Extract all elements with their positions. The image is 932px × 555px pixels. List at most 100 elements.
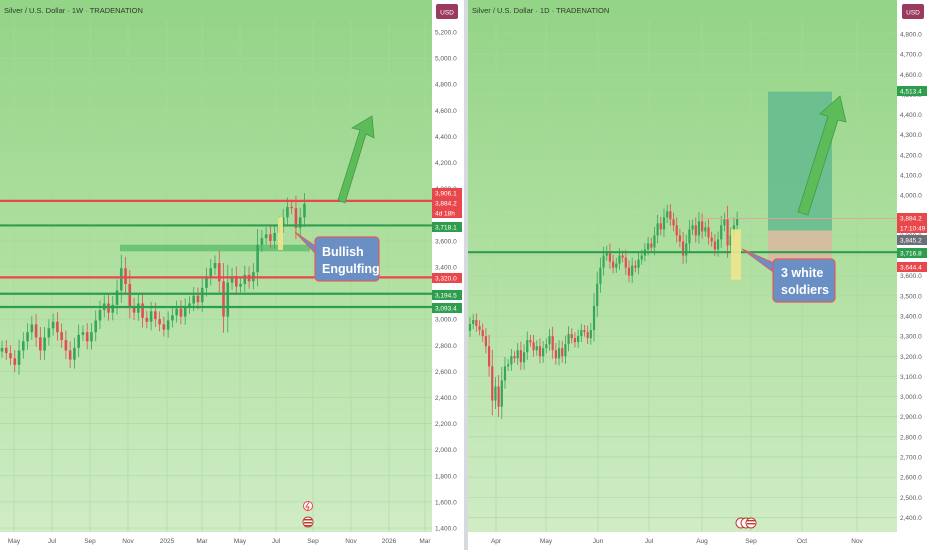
engulfing-highlight — [278, 217, 283, 250]
x-tick-label: Jun — [593, 538, 604, 545]
candle-body — [494, 386, 497, 401]
candle-body — [691, 225, 694, 230]
candle-body — [522, 352, 526, 363]
left-currency-button[interactable]: USD — [436, 4, 458, 19]
candle-body — [612, 261, 615, 268]
price-badge — [897, 248, 927, 258]
right-currency-button[interactable]: USD — [902, 4, 924, 19]
x-tick-label: May — [8, 538, 21, 545]
candle-body — [726, 219, 729, 246]
callout-line-1: Bullish — [322, 245, 364, 259]
candle-body — [548, 336, 551, 345]
candle-body — [519, 350, 522, 363]
price-badge — [432, 208, 462, 218]
candle-body — [213, 263, 217, 269]
candle-body — [115, 290, 119, 305]
y-tick-label: 3,400.0 — [900, 313, 922, 320]
candle-body — [577, 336, 580, 343]
candle-body — [697, 221, 701, 236]
candle-body — [503, 366, 507, 381]
candle-body — [678, 235, 681, 242]
candle-body — [513, 356, 516, 359]
candle-body — [729, 235, 732, 246]
x-tick-label: Mar — [196, 538, 208, 545]
candle-body — [484, 336, 487, 347]
candle-body — [646, 243, 650, 250]
x-tick-label: May — [234, 538, 247, 545]
candle-body — [34, 324, 38, 338]
candle-body — [222, 281, 225, 317]
price-badge-label: 3,718.1 — [435, 225, 457, 232]
candle-body — [510, 356, 513, 365]
y-tick-label: 4,200.0 — [435, 160, 457, 167]
candle-body — [60, 332, 63, 341]
candle-body — [132, 306, 136, 313]
candle-body — [650, 243, 653, 248]
x-tick-label: Apr — [491, 538, 502, 545]
y-tick-label: 2,900.0 — [900, 414, 922, 421]
candle-body — [0, 347, 4, 352]
candle-body — [681, 241, 685, 256]
x-tick-label: Sep — [745, 538, 757, 545]
candle-body — [269, 234, 272, 241]
candle-body — [688, 229, 691, 244]
price-badge-label: 3,194.5 — [435, 293, 457, 300]
candle-body — [124, 268, 127, 284]
y-tick-label: 4,400.0 — [435, 134, 457, 141]
candle-body — [720, 225, 723, 240]
y-tick-label: 4,600.0 — [900, 72, 922, 79]
x-tick-label: 2025 — [160, 538, 175, 545]
candle-body — [478, 326, 481, 331]
candle-body — [209, 268, 213, 278]
price-badge-label: 3,716.8 — [900, 251, 922, 258]
y-tick-label: 4,400.0 — [900, 112, 922, 119]
bullish-engulfing-callout[interactable]: Bullish Engulfing — [294, 231, 380, 282]
panel-divider[interactable] — [464, 0, 468, 550]
candle-body — [90, 332, 93, 342]
candle-body — [542, 348, 545, 357]
price-badge-label: 3,906.1 — [435, 191, 457, 198]
candle-body — [205, 277, 208, 288]
price-badge — [432, 188, 462, 198]
earnings-event-icon[interactable] — [303, 501, 313, 512]
candle-body — [637, 259, 640, 268]
candle-body — [128, 283, 132, 307]
candle-body — [605, 251, 608, 256]
y-tick-label: 3,100.0 — [900, 374, 922, 381]
candle-body — [56, 321, 59, 333]
us-flag-event-icon[interactable] — [302, 516, 314, 528]
candle-body — [39, 337, 42, 351]
candle-body — [736, 218, 739, 226]
candle-body — [4, 347, 8, 354]
candle-body — [68, 350, 72, 360]
us-flag-events-cluster-icon[interactable] — [735, 517, 757, 529]
y-tick-label: 4,800.0 — [900, 32, 922, 39]
price-badge — [897, 213, 927, 223]
x-tick-label: Oct — [797, 538, 807, 545]
candle-body — [624, 257, 627, 268]
candle-body — [286, 206, 289, 218]
candle-body — [662, 217, 666, 230]
candle-body — [529, 340, 532, 343]
three-white-soldiers-callout[interactable]: 3 white soldiers — [741, 248, 836, 303]
price-badge-label: 3,093.4 — [435, 306, 457, 313]
candle-body — [704, 227, 707, 232]
candle-body — [564, 344, 567, 357]
x-tick-label: Nov — [122, 538, 134, 545]
candle-body — [472, 320, 475, 325]
candle-body — [81, 332, 85, 335]
candle-body — [551, 336, 554, 351]
price-badge-label: 3,320.0 — [435, 276, 457, 283]
price-badge-label: 3,884.2 — [435, 201, 457, 208]
candle-body — [666, 211, 669, 218]
candle-body — [94, 320, 98, 333]
candle-body — [475, 320, 478, 327]
candle-body — [188, 303, 191, 308]
price-badge — [897, 235, 927, 245]
y-tick-label: 3,600.0 — [900, 273, 922, 280]
y-tick-label: 4,300.0 — [900, 132, 922, 139]
candle-body — [710, 237, 713, 242]
candle-body — [685, 243, 688, 256]
candle-body — [491, 366, 494, 401]
candle-body — [264, 234, 268, 239]
